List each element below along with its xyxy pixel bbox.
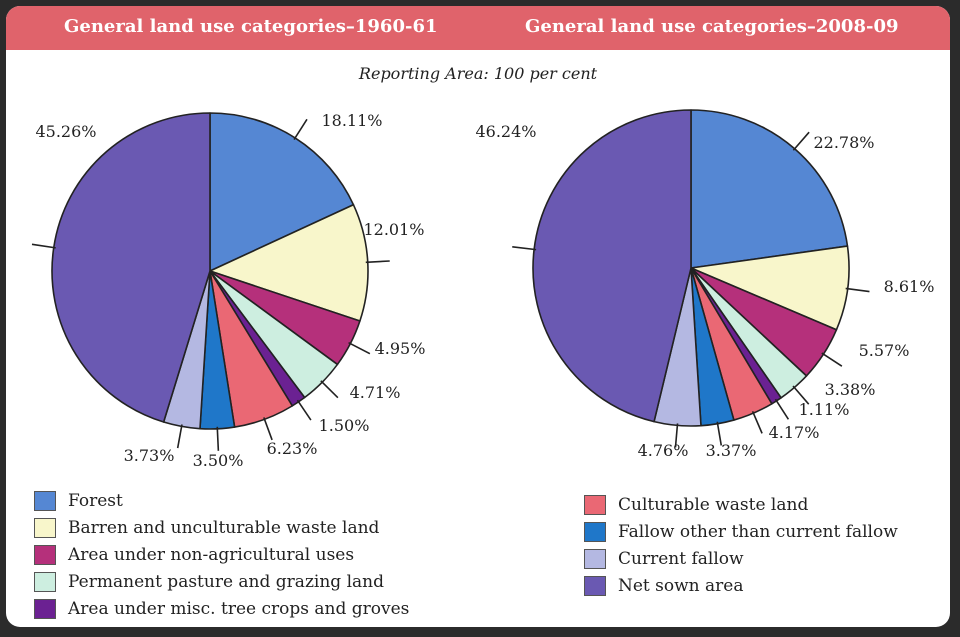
leader-line: [31, 243, 56, 249]
pie-1: 22.78% 8.61% 5.57% 3.38%1.11% 4.17% 3.37% 4.76…: [475, 109, 935, 460]
figure-frame: General land use categories–1960-61 Gene…: [6, 6, 950, 627]
legend-label: Current fallow: [618, 548, 744, 569]
data-label-forest: 18.11%: [321, 111, 382, 130]
data-label-current-fallow: 3.73%: [124, 446, 175, 465]
leader-line: [674, 423, 679, 448]
leader-line: [751, 411, 763, 434]
data-label-barren-and-unculturable-waste-land: 8.61%: [884, 277, 935, 296]
leader-line: [296, 399, 312, 421]
leader-line: [792, 385, 810, 405]
legend-label: Permanent pasture and grazing land: [68, 571, 384, 592]
data-label-net-sown-area: 46.24%: [475, 122, 536, 141]
data-label-area-under-misc-tree-crops-and-groves: 1.11%: [799, 400, 850, 419]
subtitle: Reporting Area: 100 per cent: [358, 64, 598, 83]
legend-label: Barren and unculturable waste land: [68, 517, 380, 538]
leader-line: [293, 118, 308, 141]
data-label-net-sown-area: 45.26%: [35, 122, 96, 141]
data-label-permanent-pasture-and-grazing-land: 3.38%: [825, 380, 876, 399]
leader-line: [821, 352, 843, 367]
legend-item-current-fallow: Current fallow: [584, 545, 898, 572]
legend-item-barren: Barren and unculturable waste land: [34, 514, 409, 541]
legend-item-non-agricultural: Area under non-agricultural uses: [34, 541, 409, 568]
data-label-permanent-pasture-and-grazing-land: 4.71%: [350, 383, 401, 402]
legend-swatch: [34, 571, 56, 592]
legend-label: Fallow other than current fallow: [618, 521, 898, 542]
leader-line: [176, 424, 183, 449]
legend-item-other-fallow: Fallow other than current fallow: [584, 518, 898, 545]
legend-swatch: [584, 548, 606, 569]
data-label-current-fallow: 4.76%: [638, 441, 689, 460]
legend-left: Forest Barren and unculturable waste lan…: [34, 487, 409, 622]
data-label-area-under-non-agricultural-uses: 4.95%: [375, 339, 426, 358]
leader-line: [716, 421, 723, 446]
leader-line: [320, 380, 339, 399]
leader-line: [216, 426, 220, 451]
leader-line: [845, 287, 870, 293]
legend-item-tree-crops: Area under misc. tree crops and groves: [34, 595, 409, 622]
legend-item-forest: Forest: [34, 487, 409, 514]
legend-swatch: [34, 544, 56, 565]
pie-charts: 18.11% 12.01% 4.95% 4.71% 1.50%6.23% 3.50% 3.7…: [31, 109, 935, 470]
header-bar: General land use categories–1960-61 Gene…: [6, 6, 950, 50]
leader-line: [792, 131, 810, 151]
legend-label: Culturable waste land: [618, 494, 809, 515]
legend-label: Area under misc. tree crops and groves: [68, 598, 410, 619]
chart-title-2008-09: General land use categories–2008-09: [525, 16, 899, 37]
data-label-area-under-misc-tree-crops-and-groves: 1.50%: [319, 416, 370, 435]
legend-item-culturable-waste: Culturable waste land: [584, 491, 898, 518]
legend-right: Culturable waste land Fallow other than …: [584, 491, 898, 599]
leader-line: [348, 341, 371, 355]
leader-line: [774, 398, 790, 420]
leader-line: [263, 417, 273, 441]
data-label-fallow-other-than-current-fallow: 3.37%: [706, 441, 757, 460]
data-label-fallow-other-than-current-fallow: 3.50%: [193, 451, 244, 470]
legend-swatch: [584, 575, 606, 596]
legend-label: Net sown area: [618, 575, 744, 596]
legend-swatch: [34, 517, 56, 538]
legend-item-net-sown: Net sown area: [584, 572, 898, 599]
chart-title-1960-61: General land use categories–1960-61: [64, 16, 438, 37]
legend-item-pasture: Permanent pasture and grazing land: [34, 568, 409, 595]
pie-0: 18.11% 12.01% 4.95% 4.71% 1.50%6.23% 3.50% 3.7…: [31, 111, 426, 470]
leader-line: [512, 246, 537, 251]
data-label-area-under-non-agricultural-uses: 5.57%: [859, 341, 910, 360]
leader-line: [365, 260, 390, 264]
legend-label: Forest: [68, 490, 123, 511]
legend-swatch: [34, 598, 56, 619]
legend-swatch: [584, 494, 606, 515]
data-label-forest: 22.78%: [813, 133, 874, 152]
data-label-culturable-waste-land: 6.23%: [267, 439, 318, 458]
legend-swatch: [584, 521, 606, 542]
data-label-barren-and-unculturable-waste-land: 12.01%: [363, 220, 424, 239]
legend-label: Area under non-agricultural uses: [68, 544, 355, 565]
legend-swatch: [34, 490, 56, 511]
data-label-culturable-waste-land: 4.17%: [769, 423, 820, 442]
